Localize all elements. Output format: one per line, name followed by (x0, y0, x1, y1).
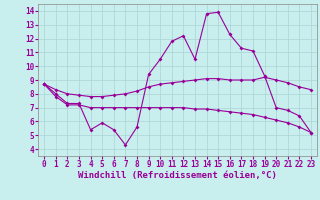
X-axis label: Windchill (Refroidissement éolien,°C): Windchill (Refroidissement éolien,°C) (78, 171, 277, 180)
